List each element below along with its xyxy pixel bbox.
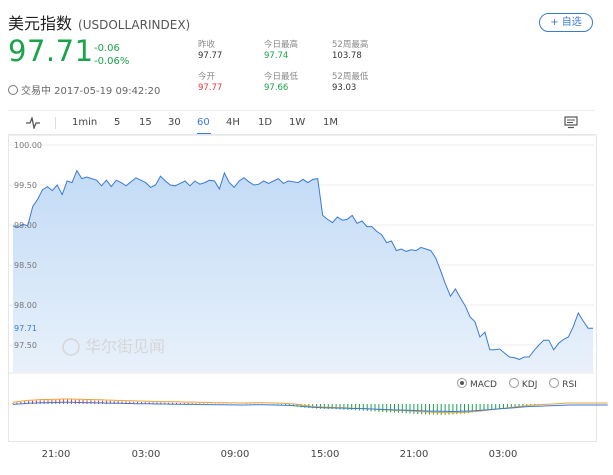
stat-label: 52周最低 [332, 72, 369, 82]
interval-5[interactable]: 5 [114, 117, 121, 128]
radio-icon [457, 378, 467, 388]
instrument-name: 美元指数 [8, 14, 73, 33]
indicator-label: RSI [562, 380, 577, 390]
x-tick-label: 21:00 [42, 449, 71, 460]
add-to-watchlist-button[interactable]: + 自选 [539, 13, 593, 32]
interval-1w[interactable]: 1W [289, 117, 306, 128]
stat-today-high: 今日最高 97.74 [264, 40, 298, 62]
y-tick-label: 98.00 [14, 301, 37, 310]
x-tick-label: 03:00 [132, 449, 161, 460]
y-tick-label: 99.50 [14, 181, 37, 190]
interval-60[interactable]: 60 [197, 117, 210, 128]
chart-type-icon[interactable] [26, 117, 40, 129]
stat-52w-high: 52周最高 103.78 [332, 40, 368, 62]
stat-today-low: 今日最低 97.66 [264, 72, 298, 94]
y-axis: 100.00 99.50 99.00 98.50 98.00 97.50 [14, 141, 42, 350]
interval-15[interactable]: 15 [139, 117, 152, 128]
stat-value: 97.74 [264, 51, 289, 61]
y-tick-label: 99.00 [14, 221, 37, 230]
stat-prev-close: 昨收 97.77 [198, 40, 222, 62]
change-percent: -0.06% [94, 56, 130, 67]
indicator-rsi[interactable]: RSI [549, 378, 577, 390]
trading-status: 交易中 2017-05-19 09:42:20 [8, 82, 160, 97]
instrument-code: (USDOLLARINDEX) [78, 18, 191, 32]
interval-1min[interactable]: 1min [72, 117, 98, 128]
y-tick-label: 100.00 [14, 141, 42, 150]
interval-30[interactable]: 30 [168, 117, 181, 128]
stat-value: 103.78 [332, 51, 362, 61]
interval-1m[interactable]: 1M [323, 117, 338, 128]
x-tick-label: 09:00 [221, 449, 250, 460]
stat-label: 今日最高 [264, 40, 299, 50]
change-value: -0.06 [94, 43, 120, 54]
price-line [12, 169, 593, 360]
stat-value: 97.77 [198, 83, 223, 93]
stat-label: 今开 [198, 72, 216, 82]
indicator-selector: MACD KDJ RSI [457, 377, 577, 390]
indicator-label: KDJ [521, 380, 538, 390]
trading-status-text: 交易中 2017-05-19 09:42:20 [21, 86, 161, 97]
current-price-label: 97.71 [14, 324, 37, 333]
y-tick-label: 98.50 [14, 261, 37, 270]
stat-label: 昨收 [198, 40, 216, 50]
fullscreen-icon[interactable] [564, 116, 578, 129]
y-tick-label: 97.50 [14, 341, 37, 350]
stat-value: 97.77 [198, 51, 223, 61]
toolbar-divider [55, 117, 56, 129]
indicator-label: MACD [470, 380, 497, 390]
stat-label: 52周最高 [332, 40, 369, 50]
stat-52w-low: 52周最低 93.03 [332, 72, 368, 94]
interval-4h[interactable]: 4H [226, 117, 240, 128]
radio-icon [549, 378, 560, 388]
instrument-title: 美元指数 (USDOLLARINDEX) [8, 10, 190, 34]
stat-open: 今开 97.77 [198, 72, 222, 94]
x-tick-label: 03:00 [489, 449, 518, 460]
watermark-text: 华尔街见闻 [85, 337, 165, 356]
x-tick-label: 21:00 [400, 449, 429, 460]
interval-1d[interactable]: 1D [258, 117, 273, 128]
x-tick-label: 15:00 [311, 449, 340, 460]
radio-icon [508, 378, 519, 388]
watermark-logo [62, 338, 80, 356]
chart-panel[interactable] [8, 134, 597, 442]
stat-label: 今日最低 [264, 72, 299, 82]
current-price: 97.71 [8, 34, 94, 68]
indicator-kdj[interactable]: KDJ [508, 378, 538, 390]
price-change: -0.06 -0.06% [94, 42, 129, 68]
price-area [13, 170, 593, 372]
x-axis: 21:00 03:00 09:00 15:00 21:00 03:00 [42, 449, 518, 460]
stat-value: 93.03 [332, 83, 357, 93]
indicator-macd[interactable]: MACD [457, 378, 497, 390]
signal-line [12, 401, 608, 412]
stat-value: 97.66 [264, 83, 289, 93]
clock-icon [8, 85, 18, 95]
macd-histogram [12, 399, 551, 415]
